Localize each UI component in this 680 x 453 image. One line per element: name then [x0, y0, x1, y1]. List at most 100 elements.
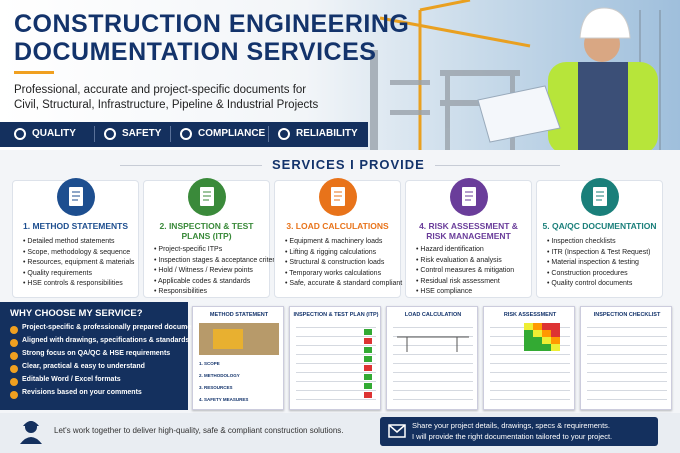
service-bullet: • HSE compliance — [416, 288, 473, 295]
service-icon — [57, 178, 95, 216]
document-lines — [393, 327, 473, 400]
document-lines — [296, 327, 376, 400]
document-art — [193, 307, 285, 416]
service-bullet: • Temporary works calculations — [285, 269, 382, 277]
document-section: 1. SCOPE — [199, 361, 220, 366]
document-title: INSPECTION CHECKLIST — [593, 312, 661, 318]
document-preview: INSPECTION & TEST PLAN (ITP) — [289, 306, 381, 410]
service-bullet: • Resources, equipment & materials — [23, 259, 135, 266]
service-bullet: • Construction procedures — [547, 269, 628, 277]
cta-line: Share your project details, drawings, sp… — [412, 421, 611, 430]
check-icon — [10, 391, 18, 399]
service-bullet: • Scope, methodology & sequence — [23, 248, 131, 256]
document-lines — [587, 327, 667, 400]
service-bullet: • Lifting & rigging calculations — [285, 248, 377, 256]
service-icon-wrap — [580, 177, 620, 222]
document-title: LOAD CALCULATION — [404, 312, 462, 318]
badge-icon — [104, 128, 116, 140]
service-bullet: • Control measures & mitigation — [416, 267, 515, 274]
why-panel — [0, 302, 188, 410]
check-icon — [10, 352, 18, 360]
check-icon — [10, 378, 18, 386]
badge-icon — [14, 128, 26, 140]
service-title: 3. LOAD CALCULATIONS — [286, 221, 389, 231]
service-card: 3. LOAD CALCULATIONS • Equipment & machin… — [274, 177, 403, 298]
badge-sep — [94, 126, 95, 142]
why-item: Clear, practical & easy to understand — [22, 363, 145, 370]
service-card: 5. QA/QC DOCUMENTATION • Inspection check… — [536, 177, 663, 298]
why-item: Project-specific & professionally prepar… — [22, 324, 202, 331]
mail-icon — [388, 424, 406, 438]
check-icon — [10, 339, 18, 347]
subtitle-line: Civil, Structural, Infrastructure, Pipel… — [14, 99, 319, 111]
section-title: SERVICES I PROVIDE — [262, 157, 435, 172]
service-icon — [188, 178, 226, 216]
why-item: Aligned with drawings, specifications & … — [22, 337, 190, 344]
service-bullet: • Material inspection & testing — [547, 259, 639, 266]
document-title: RISK ASSESSMENT — [503, 312, 557, 318]
service-bullet: • Quality control documents — [547, 280, 633, 287]
service-bullet: • Inspection checklists — [547, 238, 616, 245]
service-title: 2. INSPECTION & TEST PLANS (ITP) — [159, 221, 254, 241]
service-bullet: • Safe, accurate & standard compliant — [285, 280, 403, 287]
service-bullet: • Residual risk assessment — [416, 277, 500, 285]
footer-message: Let's work together to deliver high-qual… — [54, 426, 344, 435]
service-icon — [319, 178, 357, 216]
document-title: INSPECTION & TEST PLAN (ITP) — [293, 312, 379, 318]
service-bullet: • Structural & construction loads — [285, 259, 385, 266]
service-icon-wrap — [187, 177, 227, 222]
why-item: Revisions based on your comments — [22, 389, 142, 396]
document-section: 2. METHODOLOGY — [199, 373, 240, 378]
document-section: 3. RESOURCES — [199, 385, 233, 390]
service-title: 1. METHOD STATEMENTS — [23, 221, 128, 231]
service-icon-wrap — [56, 177, 96, 222]
title-underline — [14, 71, 54, 74]
service-bullet: • Risk evaluation & analysis — [416, 256, 502, 264]
document-preview: METHOD STATEMENT 1. SCOPE 2. METHODOLOGY 3.… — [192, 306, 284, 410]
service-title: 5. QA/QC DOCUMENTATION — [542, 221, 657, 231]
service-bullet: • ITR (Inspection & Test Request) — [547, 248, 651, 256]
service-bullet: • Hold / Witness / Review points — [154, 267, 253, 274]
why-title: WHY CHOOSE MY SERVICE? — [10, 308, 143, 319]
service-icon — [581, 178, 619, 216]
service-card: 2. INSPECTION & TEST PLANS (ITP) • Projec… — [143, 177, 280, 298]
document-art — [484, 307, 576, 416]
service-bullet: • Applicable codes & standards — [154, 277, 251, 285]
service-bullet: • Hazard identification — [416, 246, 484, 253]
service-card: 4. RISK ASSESSMENT & RISK MANAGEMENT • Ha… — [405, 177, 532, 298]
service-card: 1. METHOD STATEMENTS • Detailed method st… — [12, 177, 139, 298]
cta-text: Share your project details, drawings, sp… — [412, 420, 612, 442]
service-bullet: • Detailed method statements — [23, 238, 115, 245]
service-bullet: • HSE controls & responsibilities — [23, 280, 123, 287]
document-lines — [490, 323, 570, 400]
title-line: DOCUMENTATION SERVICES — [14, 38, 377, 66]
badge: RELIABILITY — [296, 128, 358, 139]
header-art — [0, 0, 680, 152]
cta-box — [380, 417, 658, 446]
service-bullet: • Quality requirements — [23, 269, 92, 277]
document-preview: LOAD CALCULATION — [386, 306, 478, 410]
engineer-icon — [20, 421, 42, 444]
document-art — [387, 307, 479, 416]
service-bullet: • Responsibilities — [154, 288, 208, 295]
service-icon-wrap — [318, 177, 358, 222]
document-art — [290, 307, 382, 416]
document-lines — [199, 323, 279, 355]
badge-sep — [268, 126, 269, 142]
why-item: Strong focus on QA/QC & HSE requirements — [22, 350, 171, 357]
service-title: 4. RISK ASSESSMENT & RISK MANAGEMENT — [419, 221, 518, 241]
badge: COMPLIANCE — [198, 128, 266, 139]
service-icon-wrap — [449, 177, 489, 222]
service-bullet: • Project-specific ITPs — [154, 246, 223, 253]
subtitle-line: Professional, accurate and project-speci… — [14, 84, 307, 96]
badge: QUALITY — [32, 128, 76, 139]
why-item: Editable Word / Excel formats — [22, 376, 121, 383]
service-bullet: • Inspection stages & acceptance criteri… — [154, 256, 281, 264]
check-icon — [10, 365, 18, 373]
document-section: 4. SAFETY MEASURES — [199, 397, 249, 402]
document-title: METHOD STATEMENT — [209, 312, 269, 318]
document-preview: INSPECTION CHECKLIST — [580, 306, 672, 410]
badge-sep — [170, 126, 171, 142]
badge-icon — [278, 128, 290, 140]
